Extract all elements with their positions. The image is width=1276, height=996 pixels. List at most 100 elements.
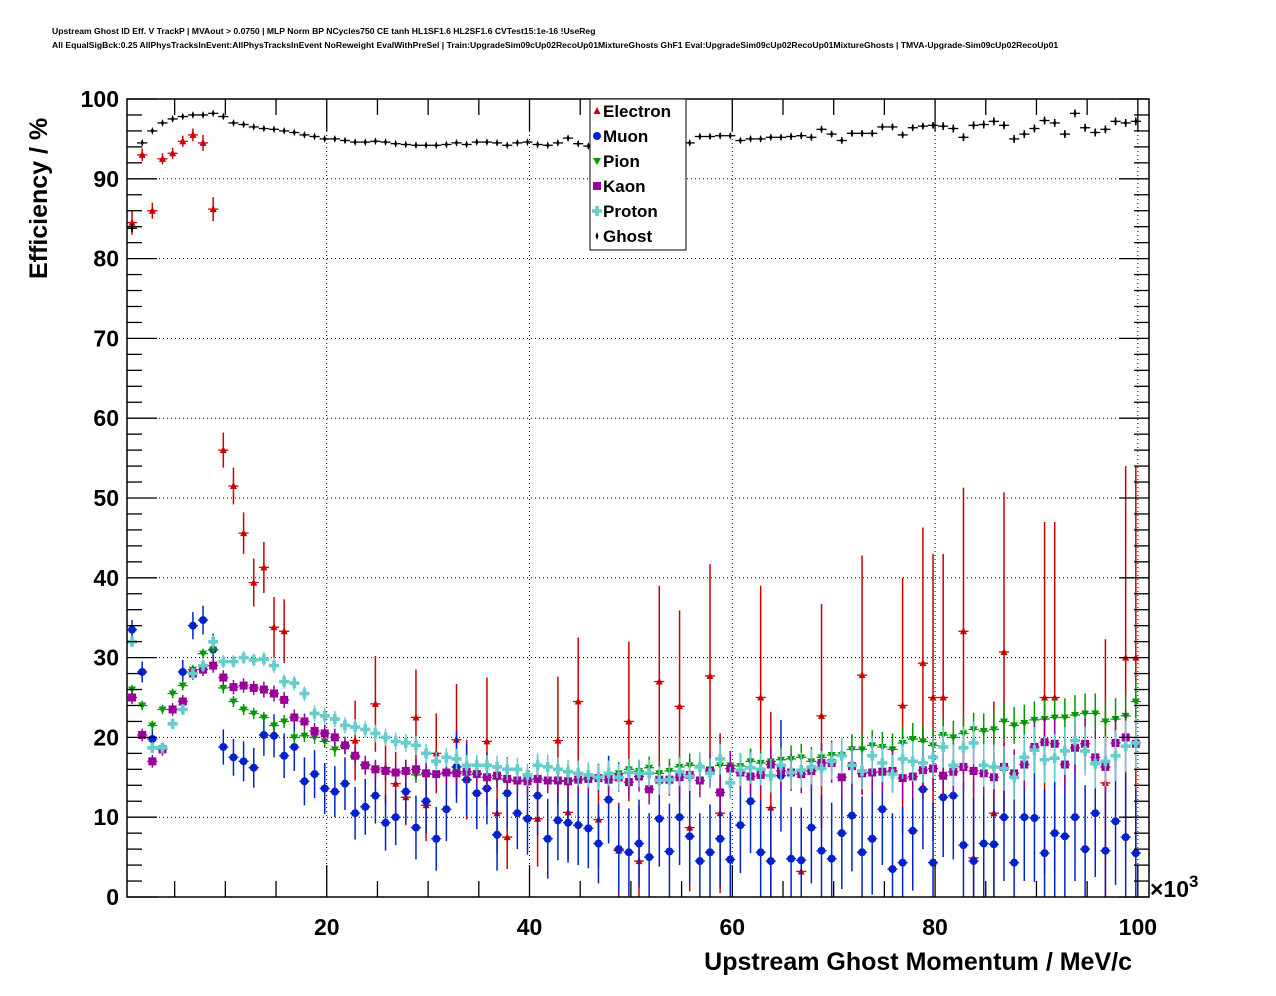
data-point: [583, 762, 594, 788]
data-point: [309, 723, 320, 739]
y-tick-labels: 0 10 20 30 40 50 60 70 80 90 100: [81, 86, 119, 910]
marker: [239, 757, 248, 766]
marker: [249, 683, 258, 692]
marker: [1131, 849, 1140, 858]
y-tick-label: 10: [93, 804, 119, 830]
data-point: [492, 798, 503, 871]
marker: [128, 693, 137, 702]
data-point: [562, 134, 574, 143]
data-point: [1120, 118, 1131, 127]
marker: [897, 753, 908, 764]
legend-entry-proton: Proton: [592, 202, 658, 221]
data-point: [715, 131, 726, 140]
marker: [138, 150, 146, 158]
legend: Electron Muon Pion Kaon Proton Ghost: [589, 98, 687, 251]
marker: [858, 746, 867, 754]
marker: [576, 139, 580, 148]
series-proton: [127, 635, 1141, 800]
data-point: [289, 128, 300, 137]
data-point: [958, 133, 969, 142]
marker: [664, 774, 675, 785]
data-point: [451, 138, 462, 147]
marker: [157, 742, 168, 753]
marker: [1019, 752, 1030, 763]
marker: [218, 656, 229, 667]
marker: [878, 805, 887, 814]
data-point: [157, 742, 168, 754]
data-point: [1049, 734, 1060, 783]
data-point: [421, 743, 432, 763]
marker: [830, 130, 834, 139]
marker: [320, 784, 329, 793]
marker: [432, 834, 441, 843]
marker: [394, 139, 398, 148]
marker: [384, 138, 388, 147]
data-point: [573, 785, 584, 866]
data-point: [775, 748, 787, 783]
data-point: [907, 123, 918, 132]
marker: [421, 748, 432, 759]
marker: [319, 710, 330, 721]
data-point: [299, 757, 310, 806]
marker: [299, 688, 310, 699]
data-point: [968, 121, 979, 130]
data-point: [715, 775, 726, 810]
data-point: [786, 755, 797, 790]
data-point: [725, 131, 736, 140]
data-point: [319, 707, 330, 724]
marker: [988, 761, 999, 772]
data-point: [988, 711, 999, 747]
data-point: [816, 604, 827, 828]
data-point: [1130, 789, 1141, 897]
marker: [982, 120, 986, 129]
marker: [603, 768, 614, 779]
marker: [918, 738, 927, 746]
marker: [300, 777, 309, 786]
marker: [310, 770, 319, 779]
marker: [1000, 813, 1009, 822]
data-point: [390, 762, 401, 783]
data-point: [228, 467, 239, 505]
data-point: [218, 655, 229, 668]
x-tick-label: 80: [922, 914, 948, 940]
data-point: [998, 746, 1010, 791]
data-point: [268, 719, 280, 732]
marker: [1000, 648, 1008, 656]
marker: [444, 140, 448, 149]
data-point: [694, 132, 705, 141]
marker: [290, 742, 299, 751]
marker: [292, 128, 296, 137]
marker: [1114, 117, 1118, 126]
legend-entry-kaon: Kaon: [593, 177, 646, 196]
marker: [229, 698, 238, 706]
marker: [178, 697, 187, 706]
data-point: [877, 122, 888, 131]
marker: [219, 684, 228, 692]
marker: [138, 702, 147, 710]
data-point: [127, 691, 138, 704]
data-point: [1090, 128, 1101, 137]
marker: [171, 114, 175, 123]
data-point: [218, 670, 229, 685]
data-point: [826, 742, 837, 780]
marker: [542, 761, 553, 772]
marker: [513, 809, 522, 818]
marker: [168, 705, 177, 714]
legend-label: Kaon: [603, 177, 646, 196]
data-point: [1039, 736, 1050, 783]
series-muon: [127, 605, 1141, 897]
marker: [1103, 125, 1107, 134]
marker: [645, 785, 654, 794]
marker: [716, 834, 725, 843]
data-point: [1029, 754, 1040, 882]
data-point: [562, 759, 574, 784]
marker: [371, 699, 379, 707]
data-point: [309, 750, 320, 799]
marker: [323, 134, 327, 143]
marker: [685, 832, 694, 841]
marker: [343, 136, 347, 145]
data-point: [735, 136, 746, 145]
marker: [604, 795, 613, 804]
data-point: [279, 715, 290, 728]
data-point: [137, 661, 148, 683]
